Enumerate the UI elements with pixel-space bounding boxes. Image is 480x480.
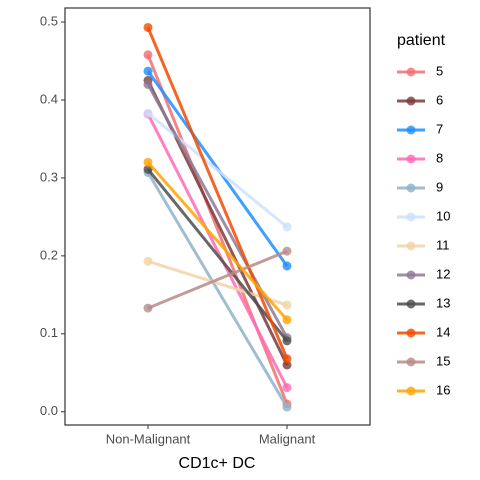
series-line (147, 249, 288, 310)
point (143, 66, 153, 76)
legend-label: 11 (436, 237, 450, 252)
legend-dot (406, 357, 416, 367)
legend-label: 8 (436, 150, 443, 165)
legend-label: 6 (436, 92, 443, 107)
point (143, 79, 153, 89)
panel-border (64, 7, 371, 426)
series-line (146, 171, 289, 408)
point (143, 303, 153, 313)
legend-label: 14 (436, 324, 450, 339)
series-line (146, 26, 289, 360)
legend-dot (406, 241, 416, 251)
legend-label: 7 (436, 121, 443, 136)
y-tick-label: 0.4 (40, 91, 58, 106)
point (282, 402, 292, 412)
x-tick-label: Non-Malignant (106, 431, 191, 446)
y-tick-label: 0.1 (40, 325, 58, 340)
point (282, 300, 292, 310)
legend-label: 13 (436, 295, 450, 310)
series-line (146, 54, 289, 405)
point (143, 157, 153, 167)
legend-dot (406, 299, 416, 309)
y-tick-label: 0.3 (40, 169, 58, 184)
legend-title: patient (397, 32, 446, 49)
series-line (147, 112, 288, 229)
legend-dot (406, 328, 416, 338)
point (282, 222, 292, 232)
y-tick-label: 0.0 (40, 403, 58, 418)
legend-dot (406, 270, 416, 280)
legend-label: 15 (436, 353, 450, 368)
point (282, 261, 292, 271)
x-axis-title: CD1c+ DC (179, 455, 256, 472)
point (282, 246, 292, 256)
y-tick-label: 0.2 (40, 247, 58, 262)
legend-dot (406, 212, 416, 222)
point (282, 383, 292, 393)
legend-label: 10 (436, 208, 450, 223)
point (143, 22, 153, 32)
point (282, 336, 292, 346)
y-tick-label: 0.5 (40, 13, 58, 28)
legend-dot (406, 154, 416, 164)
point (282, 360, 292, 370)
point (143, 50, 153, 60)
series-line (146, 161, 289, 321)
legend-dot (406, 96, 416, 106)
legend-label: 9 (436, 179, 443, 194)
x-tick-label: Malignant (259, 431, 316, 446)
legend-dot (406, 125, 416, 135)
legend-dot (406, 386, 416, 396)
legend-dot (406, 67, 416, 77)
series-line (146, 168, 289, 342)
legend-dot (406, 183, 416, 193)
point (143, 256, 153, 266)
point (282, 354, 292, 364)
legend-label: 5 (436, 63, 443, 78)
point (282, 315, 292, 325)
legend-label: 12 (436, 266, 450, 281)
series-line (146, 113, 289, 389)
legend-label: 16 (436, 382, 450, 397)
point (143, 108, 153, 118)
